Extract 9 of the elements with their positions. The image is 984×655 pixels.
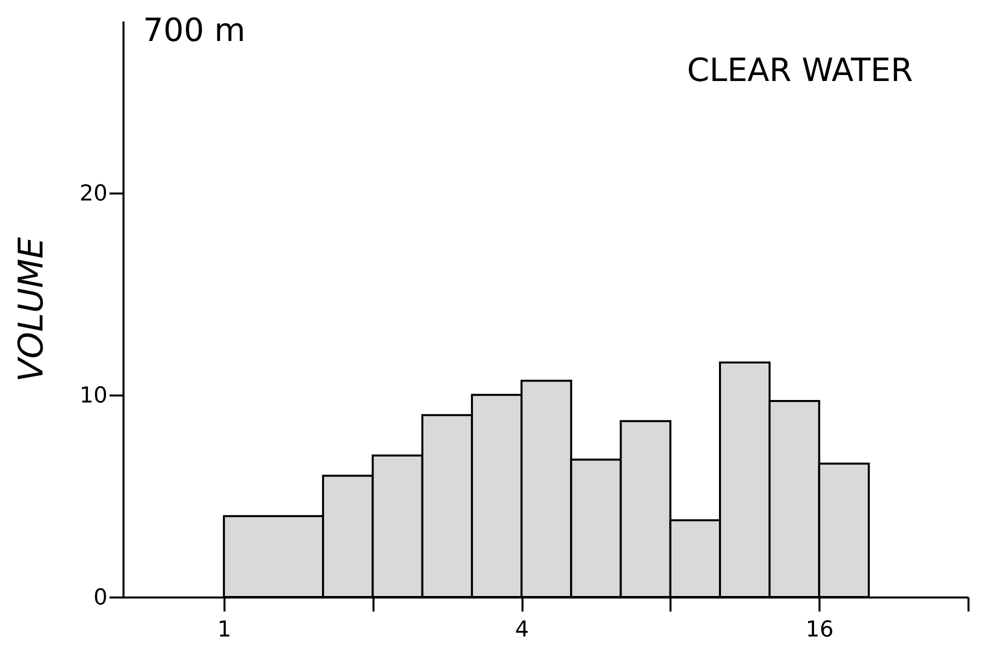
y-tick-label: 20 (80, 181, 108, 206)
annotation: 700 m (143, 11, 246, 49)
x-tick-label: 1 (217, 618, 232, 642)
x-tick-label: 16 (806, 618, 834, 642)
y-tick-label: 10 (80, 383, 108, 408)
y-axis-title: VOLUME (12, 236, 52, 382)
annotation: CLEAR WATER (687, 51, 913, 89)
y-tick-label: 0 (94, 586, 108, 610)
x-tick-label: 4 (515, 618, 530, 642)
